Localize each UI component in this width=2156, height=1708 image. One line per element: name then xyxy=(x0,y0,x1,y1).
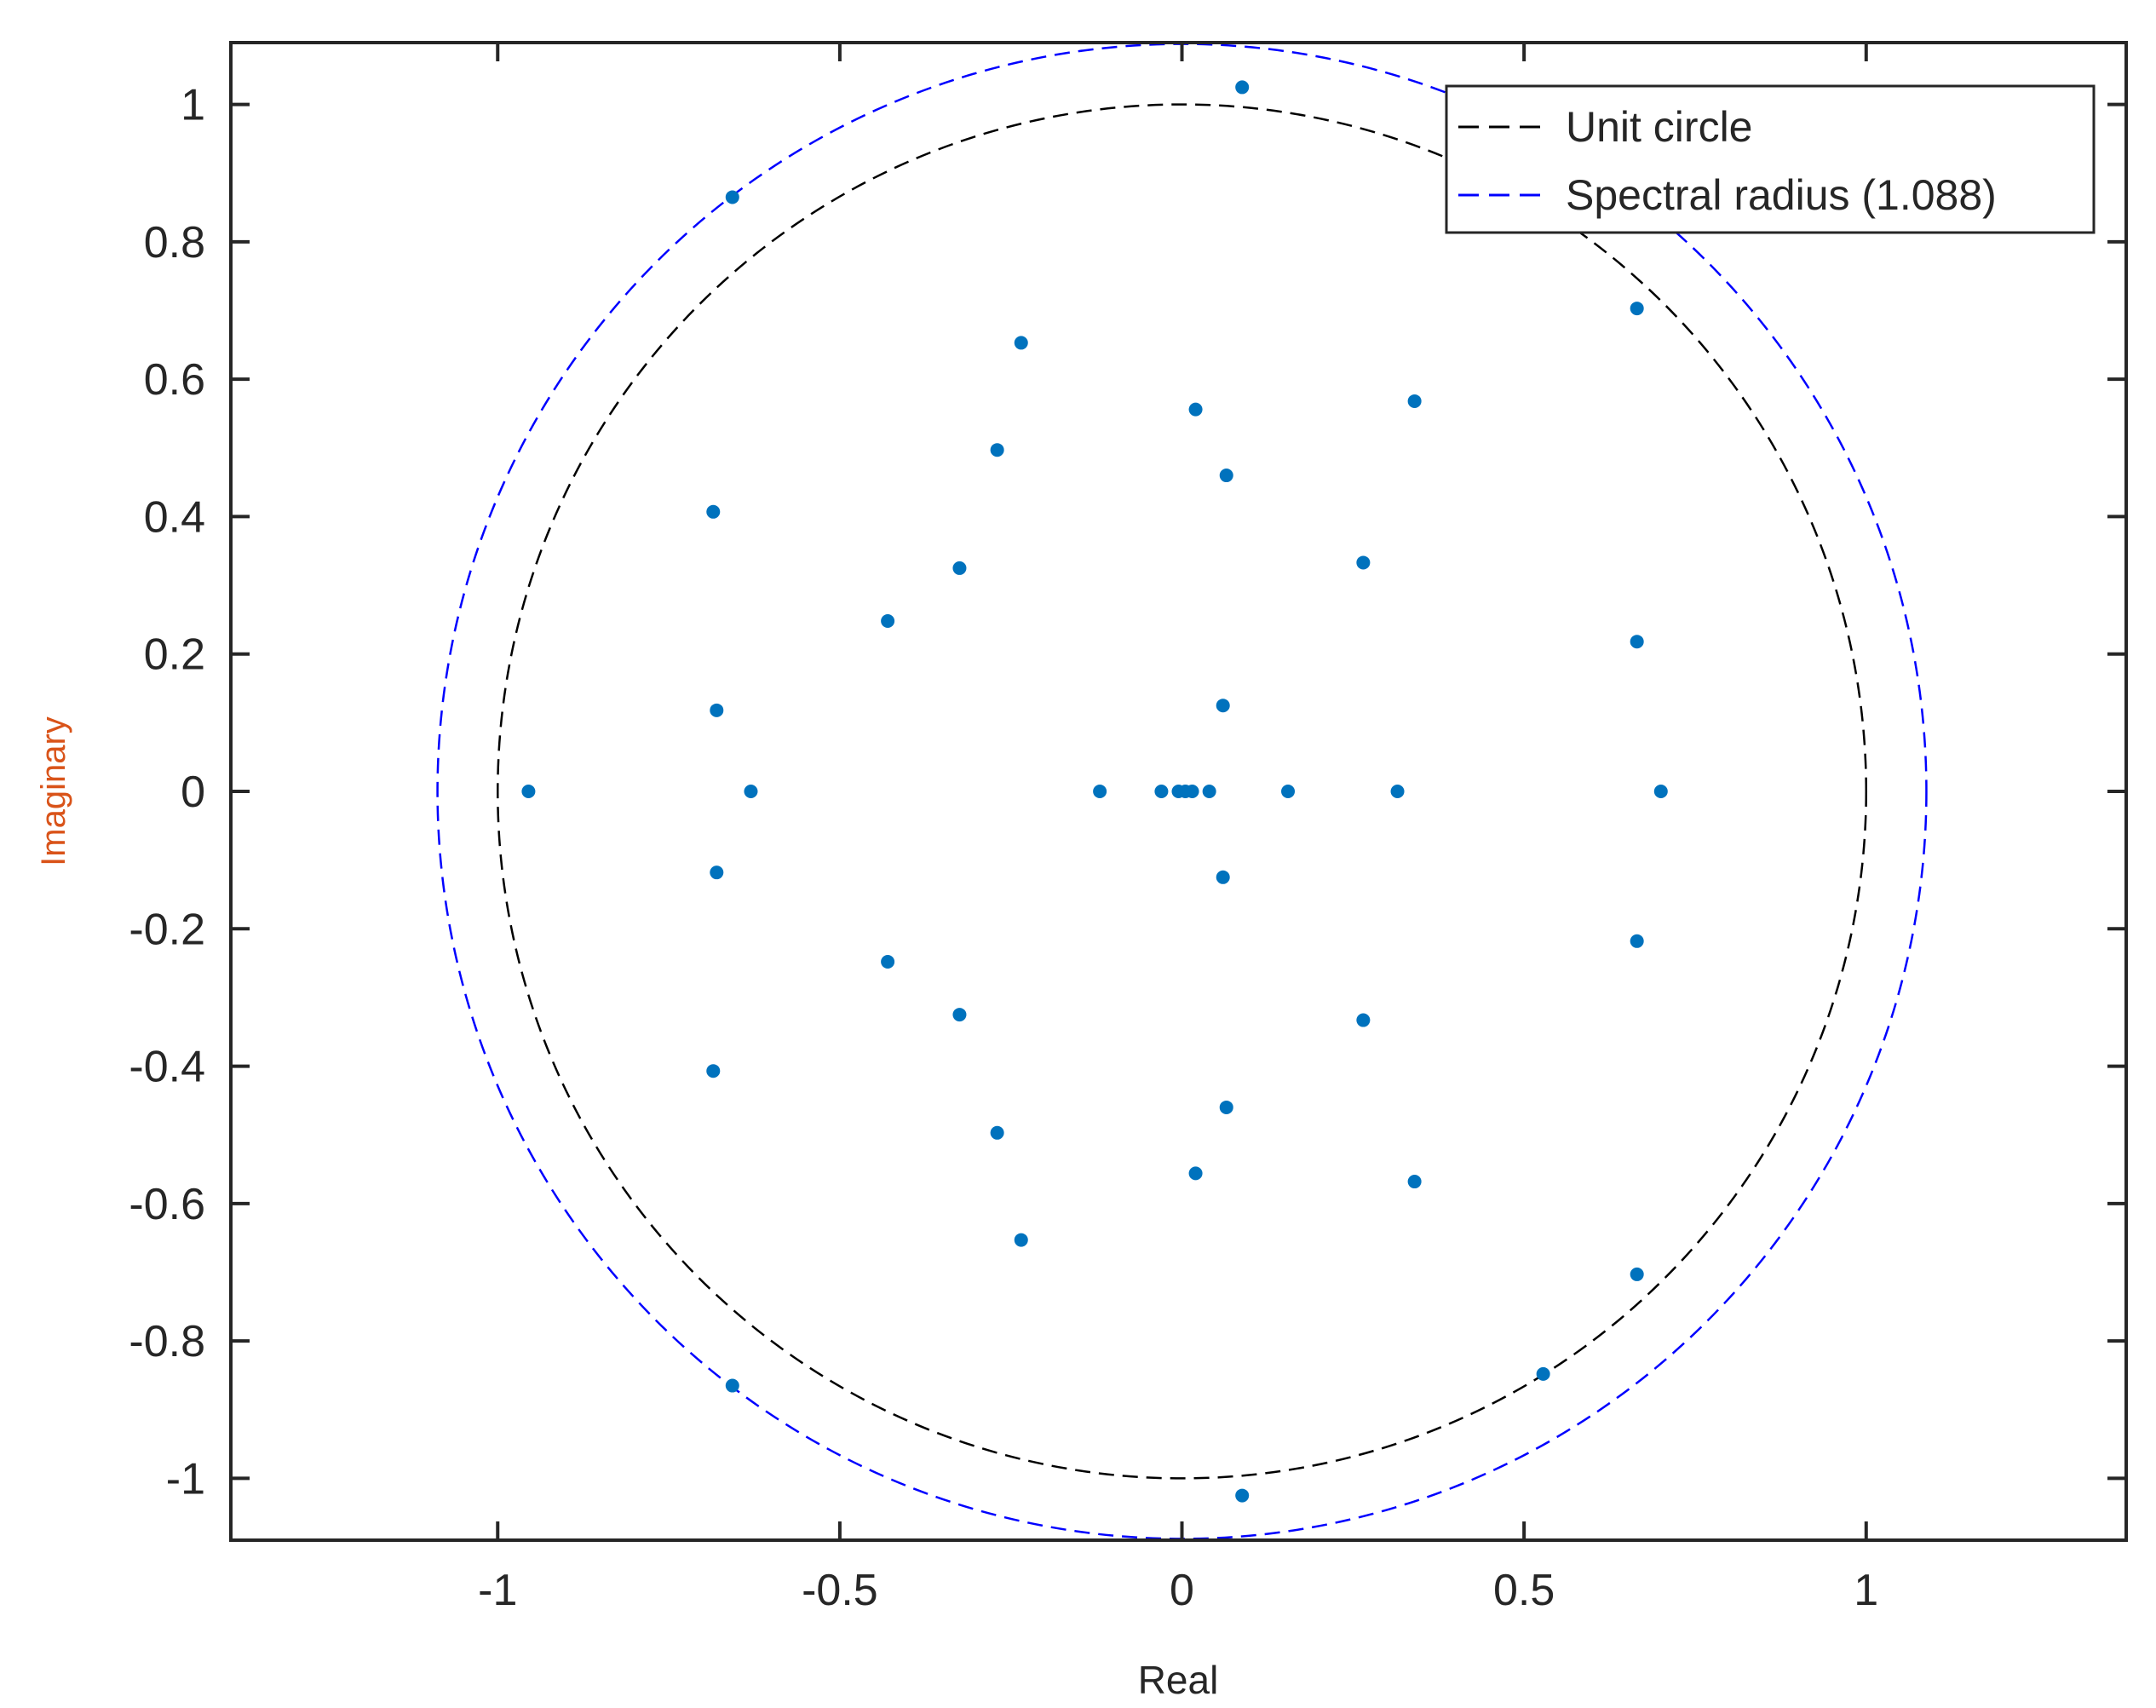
eigenvalue-point xyxy=(521,785,536,798)
axis-ticks: -1 -0.5 0 0.5 1 -1 -0.8 -0.6 -0.4 -0.2 0 0.2 0.4 0.6 0… xyxy=(129,43,2126,1615)
eigenvalue-point xyxy=(1630,934,1644,948)
x-tick-label: 0 xyxy=(1170,1566,1194,1615)
y-tick-label: -0.8 xyxy=(129,1317,205,1366)
eigenvalue-point xyxy=(1188,1166,1203,1181)
y-tick-label: 1 xyxy=(181,81,205,130)
eigenvalue-point xyxy=(1630,635,1644,649)
x-tick-label: -0.5 xyxy=(802,1566,878,1615)
y-tick-label: 0.6 xyxy=(144,355,205,405)
eigenvalue-point xyxy=(1219,1100,1233,1114)
eigenvalue-point xyxy=(1407,1175,1422,1189)
eigenvalue-point xyxy=(1536,1366,1550,1381)
eigenvalue-point xyxy=(710,703,724,717)
eigenvalue-point xyxy=(1188,402,1203,417)
eigenvalue-point xyxy=(710,866,724,880)
eigenvalue-point xyxy=(1390,785,1405,798)
eigenvalue-point xyxy=(990,1125,1004,1140)
x-axis-label: Real xyxy=(1138,1658,1219,1702)
eigenvalue-point xyxy=(1630,302,1644,316)
x-tick-label: -1 xyxy=(478,1566,517,1615)
eigenvalue-point xyxy=(1219,469,1233,483)
eigenvalue-point xyxy=(990,443,1004,457)
eigenvalue-point xyxy=(952,1008,967,1022)
y-tick-label: -0.2 xyxy=(129,905,205,954)
eigenvalue-point xyxy=(1185,785,1199,798)
legend-spectral-radius-label: Spectral radius (1.088) xyxy=(1566,171,1997,219)
y-tick-label: 0.4 xyxy=(144,492,205,542)
eigenvalue-point xyxy=(706,1064,721,1078)
y-tick-label: 0 xyxy=(181,768,205,817)
eigenvalue-point xyxy=(1216,870,1230,884)
eigenvalue-point xyxy=(1014,1233,1028,1247)
eigenvalue-point xyxy=(1356,1013,1371,1027)
eigenvalue-point xyxy=(1281,785,1296,798)
y-axis-label: Imaginary xyxy=(35,716,72,866)
eigenvalue-point xyxy=(952,561,967,575)
y-tick-label: -0.6 xyxy=(129,1180,205,1229)
eigenvalue-point xyxy=(706,504,721,519)
x-tick-label: 1 xyxy=(1854,1566,1878,1615)
eigenvalue-point xyxy=(1216,699,1230,713)
eigenvalue-point xyxy=(725,1378,739,1393)
eigenvalue-point xyxy=(881,954,895,969)
eigenvalue-point xyxy=(1154,785,1169,798)
eigenvalue-point xyxy=(744,785,758,798)
y-tick-label: -1 xyxy=(166,1454,205,1504)
eigenvalue-point xyxy=(1653,785,1668,798)
unit-circle xyxy=(497,103,1868,1480)
eigenvalue-point xyxy=(881,614,895,629)
eigenvalue-point xyxy=(1202,785,1216,798)
legend-box xyxy=(1445,84,2096,234)
eigenvalue-point xyxy=(1630,1267,1644,1281)
eigenvalue-point xyxy=(1014,336,1028,350)
y-tick-label: -0.4 xyxy=(129,1043,205,1092)
eigenvalue-point xyxy=(1093,785,1107,798)
eigenvalue-point xyxy=(1235,1488,1250,1503)
y-tick-label: 0.2 xyxy=(144,630,205,680)
x-tick-label: 0.5 xyxy=(1493,1566,1555,1615)
eigenvalue-point xyxy=(1356,555,1371,570)
y-tick-label: 0.8 xyxy=(144,218,205,267)
eigenvalue-point xyxy=(1235,80,1250,95)
eigenvalue-point xyxy=(725,190,739,204)
legend: Unit circle Spectral radius (1.088) xyxy=(1445,84,2096,234)
eigenvalue-points xyxy=(521,80,1668,1503)
eigenvalue-point xyxy=(1407,394,1422,408)
legend-unit-circle-label: Unit circle xyxy=(1566,103,1752,151)
